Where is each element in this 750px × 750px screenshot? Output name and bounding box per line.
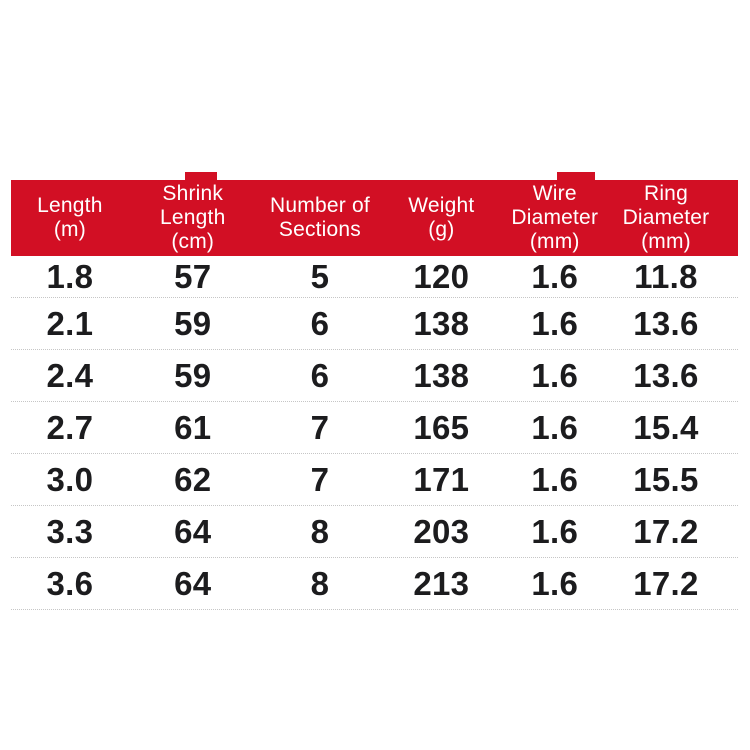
cell-shrink-length: 59 <box>174 356 212 394</box>
cell-shrink-length: 59 <box>174 304 212 342</box>
col-header-length: Length (m) <box>37 194 103 241</box>
cell-ring-diameter: 13.6 <box>633 304 699 342</box>
cell-wire-diameter: 1.6 <box>531 304 579 342</box>
table-row: 3.0 62 7 171 1.6 15.5 <box>11 454 738 506</box>
cell-weight: 165 <box>413 408 470 446</box>
cell-wire-diameter: 1.6 <box>531 257 579 295</box>
table-row: 3.6 64 8 213 1.6 17.2 <box>11 558 738 610</box>
cell-wire-diameter: 1.6 <box>531 460 579 498</box>
cell-ring-diameter: 15.5 <box>633 460 699 498</box>
col-header-weight: Weight (g) <box>408 194 475 241</box>
cell-shrink-length: 61 <box>174 408 212 446</box>
table-row: 2.4 59 6 138 1.6 13.6 <box>11 350 738 402</box>
col-header-wire-diameter: Wire Diameter (mm) <box>511 182 599 253</box>
table-header-row: Length (m) Shrink Length (cm) Number of … <box>11 180 738 256</box>
cell-sections: 8 <box>310 564 330 602</box>
cell-weight: 138 <box>413 304 470 342</box>
col-header-ring-diameter: Ring Diameter (mm) <box>622 182 710 253</box>
cell-length: 2.4 <box>46 356 94 394</box>
cell-weight: 213 <box>413 564 470 602</box>
cell-shrink-length: 57 <box>174 257 212 295</box>
spec-table: Length (m) Shrink Length (cm) Number of … <box>11 180 738 610</box>
cell-sections: 7 <box>310 408 330 446</box>
cell-weight: 203 <box>413 512 470 550</box>
cell-length: 2.7 <box>46 408 94 446</box>
cell-sections: 7 <box>310 460 330 498</box>
cell-length: 2.1 <box>46 304 94 342</box>
cell-weight: 171 <box>413 460 470 498</box>
cell-ring-diameter: 11.8 <box>634 257 698 295</box>
cell-weight: 138 <box>413 356 470 394</box>
cell-length: 3.3 <box>46 512 94 550</box>
cell-wire-diameter: 1.6 <box>531 564 579 602</box>
col-header-sections: Number of Sections <box>270 194 370 241</box>
cell-wire-diameter: 1.6 <box>531 356 579 394</box>
cell-shrink-length: 64 <box>174 564 212 602</box>
cell-ring-diameter: 15.4 <box>633 408 699 446</box>
header-notch-decor-1 <box>185 172 217 182</box>
cell-ring-diameter: 17.2 <box>633 512 699 550</box>
cell-sections: 6 <box>310 356 330 394</box>
cell-sections: 8 <box>310 512 330 550</box>
cell-wire-diameter: 1.6 <box>531 512 579 550</box>
table-row: 2.7 61 7 165 1.6 15.4 <box>11 402 738 454</box>
header-notch-decor-2 <box>557 172 595 182</box>
cell-length: 3.0 <box>46 460 94 498</box>
table-row: 1.8 57 5 120 1.6 11.8 <box>11 256 738 298</box>
cell-ring-diameter: 13.6 <box>633 356 699 394</box>
cell-ring-diameter: 17.2 <box>633 564 699 602</box>
cell-wire-diameter: 1.6 <box>531 408 579 446</box>
cell-shrink-length: 64 <box>174 512 212 550</box>
cell-shrink-length: 62 <box>174 460 212 498</box>
table-row: 3.3 64 8 203 1.6 17.2 <box>11 506 738 558</box>
cell-sections: 6 <box>310 304 330 342</box>
cell-weight: 120 <box>413 257 470 295</box>
cell-length: 3.6 <box>46 564 94 602</box>
cell-sections: 5 <box>310 257 330 295</box>
cell-length: 1.8 <box>46 257 94 295</box>
table-row: 2.1 59 6 138 1.6 13.6 <box>11 298 738 350</box>
col-header-shrink-length: Shrink Length (cm) <box>160 182 226 253</box>
